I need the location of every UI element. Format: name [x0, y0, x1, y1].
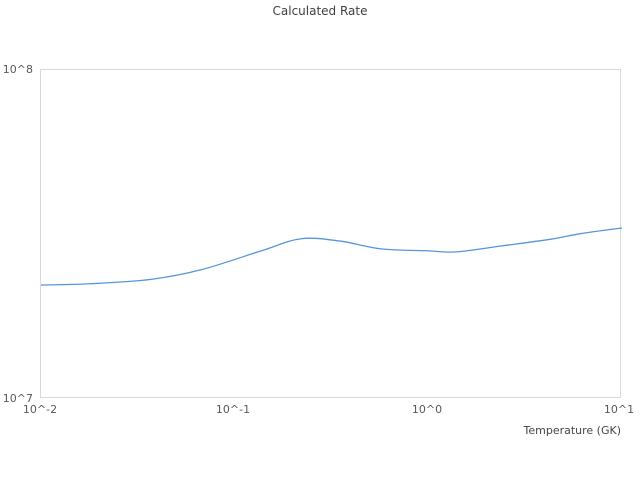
x-axis-tick-label-1e-2: 10^-2 [22, 403, 58, 416]
y-axis-tick-label-1e7: 10^7 [2, 392, 33, 405]
rate-line-series [41, 227, 622, 286]
x-axis-title: Temperature (GK) [523, 424, 622, 437]
y-axis-tick-label-1e8: 10^8 [2, 63, 33, 76]
x-axis-tick-label-1e0: 10^0 [411, 403, 443, 416]
calculated-rate-line [41, 227, 622, 286]
x-axis-tick-label-1e-1: 10^-1 [215, 403, 251, 416]
chart-title: Calculated Rate [272, 4, 368, 18]
plot-area [40, 69, 622, 398]
x-axis-tick-label-1e1: 10^1 [603, 403, 635, 416]
